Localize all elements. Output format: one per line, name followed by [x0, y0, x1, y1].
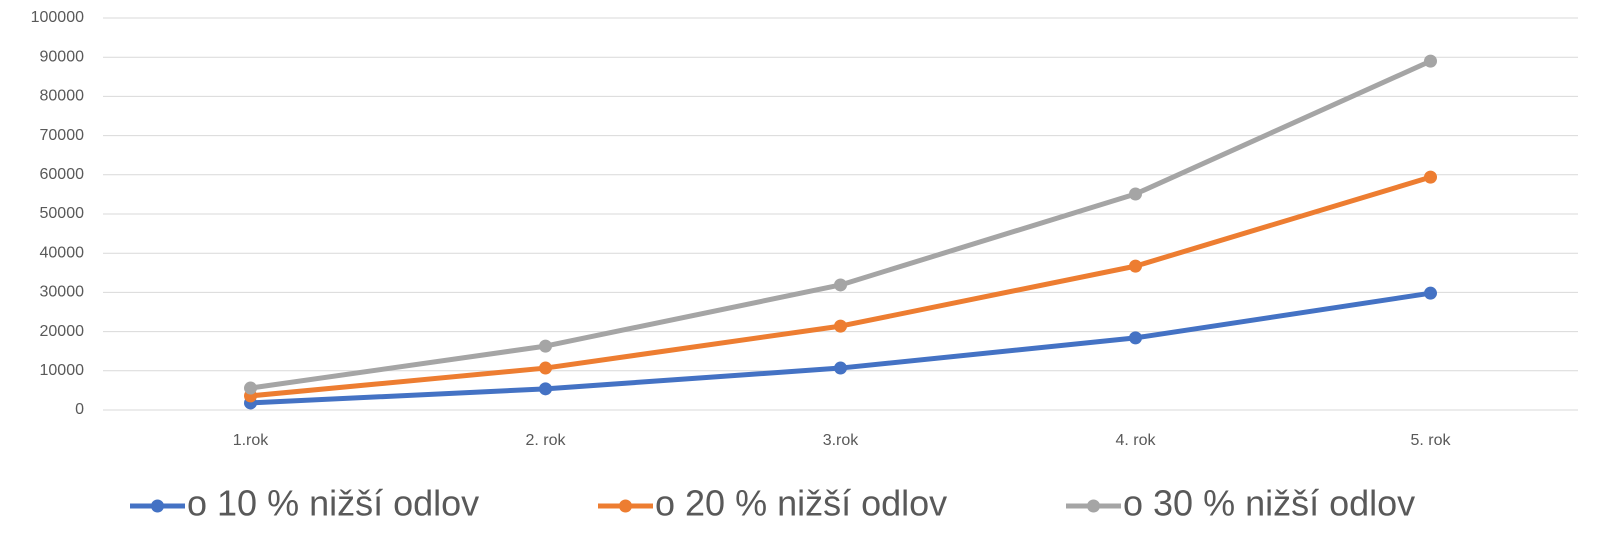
x-tick-label: 3.rok	[823, 432, 860, 449]
legend-marker	[619, 499, 632, 513]
y-tick-label: 60000	[40, 166, 85, 183]
y-tick-label: 10000	[40, 362, 85, 379]
y-tick-label: 70000	[40, 127, 85, 144]
data-point	[1129, 259, 1142, 273]
data-point	[834, 278, 847, 292]
data-point	[244, 381, 257, 395]
y-tick-label: 20000	[40, 323, 85, 340]
x-tick-label: 2. rok	[525, 432, 566, 449]
data-point	[539, 382, 552, 396]
legend-label: o 30 % nižší odlov	[1123, 483, 1415, 524]
y-tick-label: 40000	[40, 244, 85, 261]
data-point	[1129, 187, 1142, 201]
x-tick-label: 1.rok	[233, 432, 270, 449]
y-tick-label: 30000	[40, 284, 85, 301]
data-point	[1129, 331, 1142, 345]
data-point	[1424, 54, 1437, 68]
data-point	[834, 361, 847, 375]
y-tick-label: 80000	[40, 88, 85, 105]
legend-marker	[151, 499, 164, 513]
data-point	[1424, 286, 1437, 300]
y-tick-label: 0	[75, 401, 84, 418]
x-tick-label: 4. rok	[1115, 432, 1156, 449]
legend-label: o 20 % nižší odlov	[655, 483, 947, 524]
legend-label: o 10 % nižší odlov	[187, 483, 479, 524]
y-tick-label: 90000	[40, 48, 85, 65]
x-tick-label: 5. rok	[1410, 432, 1451, 449]
data-point	[834, 319, 847, 333]
data-point	[539, 339, 552, 353]
y-tick-label: 50000	[40, 205, 85, 222]
y-tick-label: 100000	[31, 9, 84, 26]
data-point	[539, 361, 552, 375]
series-line	[250, 58, 1432, 391]
series-line	[250, 290, 1431, 406]
legend-marker	[1087, 499, 1100, 513]
data-point	[1424, 170, 1437, 184]
